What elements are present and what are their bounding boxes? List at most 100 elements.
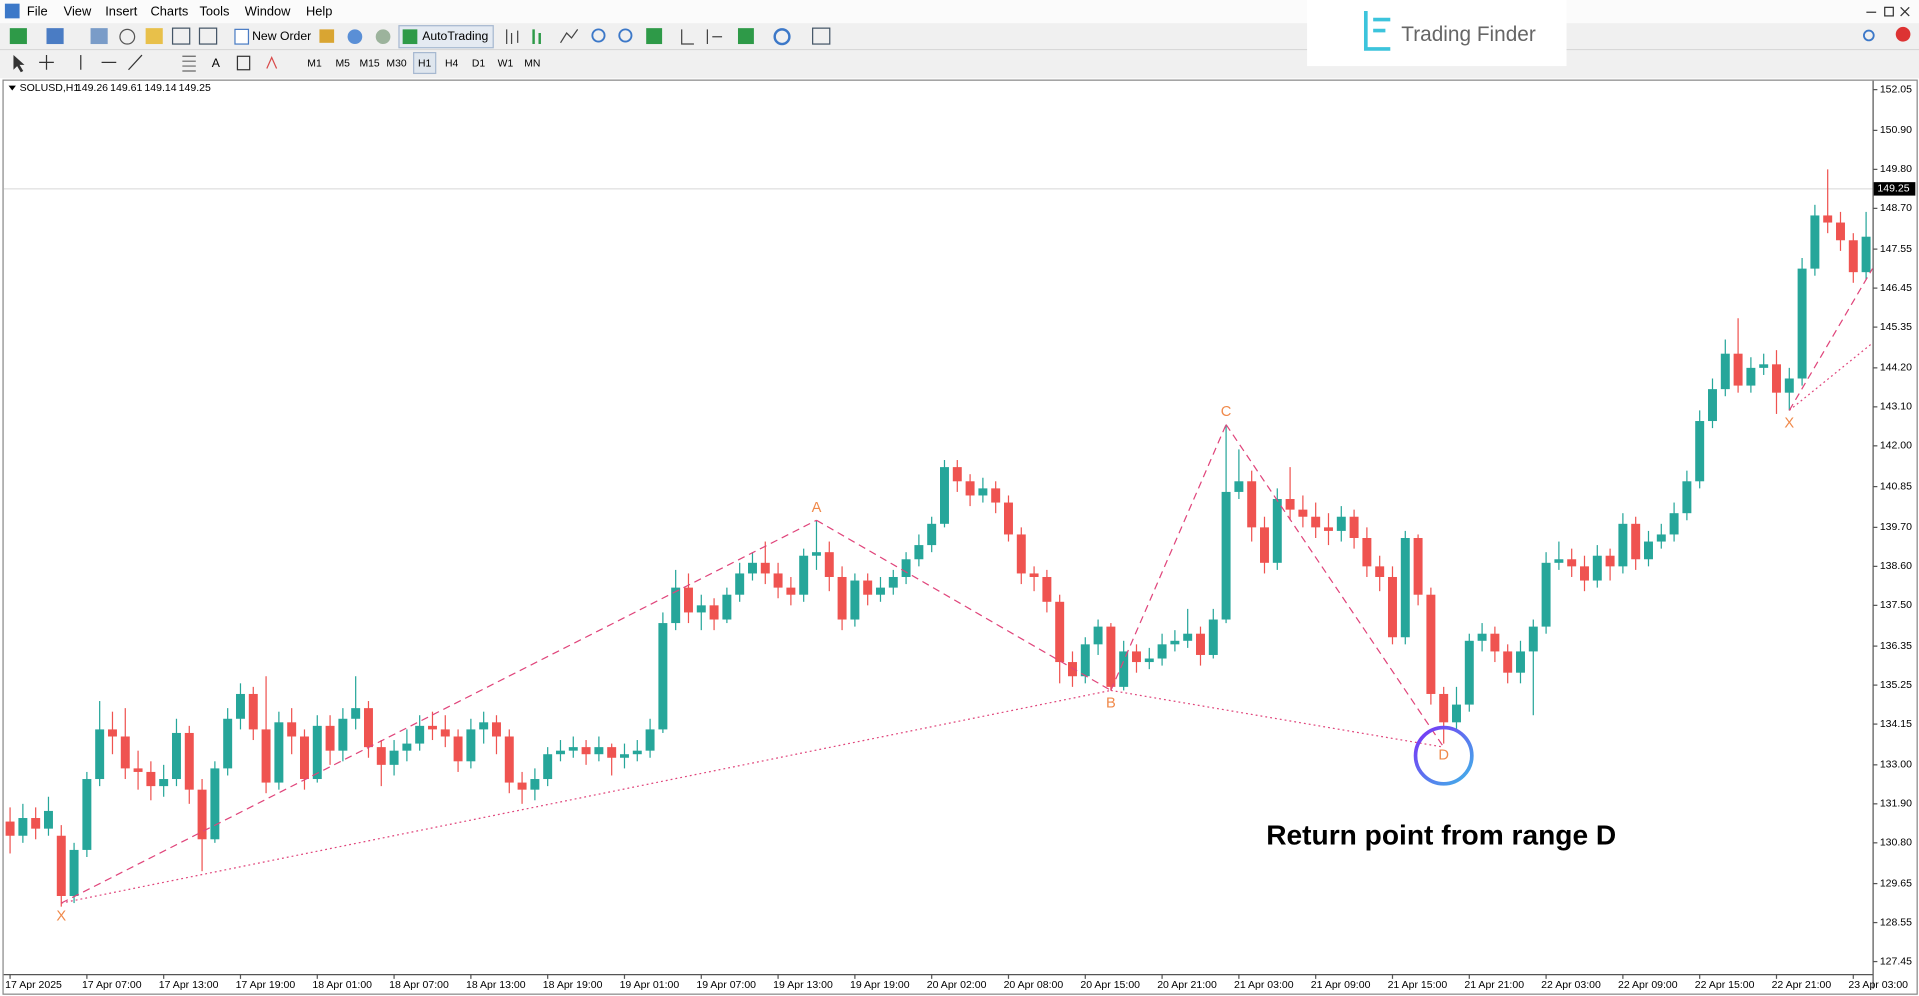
- close-button[interactable]: [1900, 6, 1910, 17]
- zoom-in-button[interactable]: [591, 28, 606, 43]
- market-watch-button[interactable]: [90, 28, 108, 45]
- candle-body: [287, 722, 297, 737]
- candle-body: [31, 818, 41, 829]
- candle-body: [491, 722, 501, 737]
- autotrading-button[interactable]: [398, 25, 494, 49]
- trendline-tool[interactable]: [128, 54, 143, 71]
- indicators-button[interactable]: [737, 28, 754, 45]
- y-tick-label: 130.80: [1880, 837, 1912, 849]
- profiles-button[interactable]: [46, 28, 64, 45]
- new-order-button[interactable]: [232, 26, 316, 47]
- new-chart-button[interactable]: [9, 28, 27, 45]
- crosshair-tool[interactable]: [39, 55, 54, 70]
- timeframe-button[interactable]: MN: [524, 58, 540, 69]
- arrows-tool[interactable]: [266, 56, 278, 69]
- candle-body: [1477, 633, 1487, 641]
- notifications-badge[interactable]: [1895, 26, 1911, 42]
- text-tool[interactable]: A: [212, 56, 221, 70]
- candle-body: [1170, 640, 1180, 645]
- timeframe-button[interactable]: D1: [472, 58, 486, 69]
- cursor-tool[interactable]: [13, 55, 25, 73]
- projection-line: [1788, 268, 1874, 411]
- candle-body: [1439, 693, 1449, 723]
- timeframe-button[interactable]: M1: [307, 58, 322, 69]
- candle-body: [632, 750, 642, 755]
- label-tool[interactable]: [236, 55, 251, 71]
- candle-body: [850, 580, 860, 620]
- window-controls: [1866, 6, 1910, 17]
- candle-body: [1452, 704, 1461, 723]
- candle-chart-button[interactable]: [532, 29, 541, 45]
- app-icon: [4, 3, 20, 19]
- timeframe-button[interactable]: M30: [386, 58, 406, 69]
- periods-button[interactable]: [773, 28, 791, 46]
- templates-button[interactable]: [812, 27, 831, 45]
- timeframe-button[interactable]: M15: [359, 58, 379, 69]
- timeframe-button[interactable]: M5: [335, 58, 350, 69]
- y-tick-label: 131.90: [1880, 798, 1912, 810]
- d-zone-ring: [1413, 725, 1474, 786]
- x-tick-label: 21 Apr 09:00: [1311, 979, 1371, 991]
- candle-body: [799, 555, 809, 595]
- channel-tool[interactable]: [182, 55, 196, 72]
- metaeditor-button[interactable]: [319, 29, 335, 43]
- menu-item[interactable]: File: [27, 4, 48, 19]
- candle-body: [69, 849, 79, 896]
- candle-body: [888, 576, 898, 588]
- candle-body: [1528, 626, 1538, 652]
- menu-item[interactable]: Tools: [199, 4, 229, 19]
- autoscroll-button[interactable]: [681, 29, 694, 45]
- timeframe-button[interactable]: H1: [418, 58, 432, 69]
- restore-button[interactable]: [1884, 6, 1894, 17]
- data-window-button[interactable]: [119, 28, 136, 45]
- search-button[interactable]: [1863, 29, 1875, 42]
- candle-body: [683, 587, 693, 613]
- zoom-out-button[interactable]: [618, 28, 633, 43]
- terminal-button[interactable]: [171, 27, 191, 45]
- candle-body: [1285, 499, 1295, 510]
- shift-button[interactable]: [706, 29, 723, 45]
- x-tick-label: 18 Apr 01:00: [312, 979, 372, 991]
- menu-item[interactable]: Charts: [151, 4, 189, 19]
- candle-body: [786, 587, 796, 595]
- menu-item[interactable]: Insert: [105, 4, 138, 19]
- y-tick-label: 139.70: [1880, 521, 1912, 533]
- candle-body: [1580, 566, 1589, 581]
- active-timeframe: [413, 52, 437, 75]
- signals-button[interactable]: [347, 29, 363, 45]
- candle-body: [325, 725, 335, 751]
- x-tick-label: 20 Apr 02:00: [927, 979, 987, 991]
- candle-body: [1746, 367, 1756, 386]
- candle-body: [402, 743, 412, 751]
- y-tick-label: 140.85: [1880, 480, 1912, 492]
- candle-body: [453, 736, 463, 762]
- candle-body: [415, 725, 425, 744]
- tester-button[interactable]: [198, 27, 218, 45]
- menu-item[interactable]: Window: [245, 4, 291, 19]
- candle-body: [594, 747, 604, 755]
- line-chart-button[interactable]: [560, 29, 579, 44]
- candle-body: [312, 725, 322, 780]
- candle-body: [18, 818, 28, 836]
- menu-item[interactable]: Help: [306, 4, 332, 19]
- menu-item[interactable]: View: [64, 4, 92, 19]
- tile-button[interactable]: [646, 28, 663, 45]
- candle-body: [1797, 268, 1807, 379]
- navigator-button[interactable]: [145, 28, 163, 45]
- candle-body: [235, 693, 245, 719]
- market-button[interactable]: [375, 29, 391, 45]
- y-tick-label: 137.50: [1880, 599, 1912, 611]
- candle-body: [95, 729, 105, 780]
- timeframe-button[interactable]: W1: [498, 58, 514, 69]
- candle-body: [671, 587, 681, 624]
- candle-body: [1298, 509, 1308, 517]
- candle-body: [1695, 421, 1705, 482]
- bar-chart-button[interactable]: [506, 29, 519, 45]
- candle-body: [159, 779, 169, 787]
- candle-body: [876, 587, 885, 595]
- candle-body: [568, 747, 578, 751]
- candle-body: [760, 562, 770, 574]
- timeframe-button[interactable]: H4: [445, 58, 459, 69]
- candle-body: [530, 779, 540, 790]
